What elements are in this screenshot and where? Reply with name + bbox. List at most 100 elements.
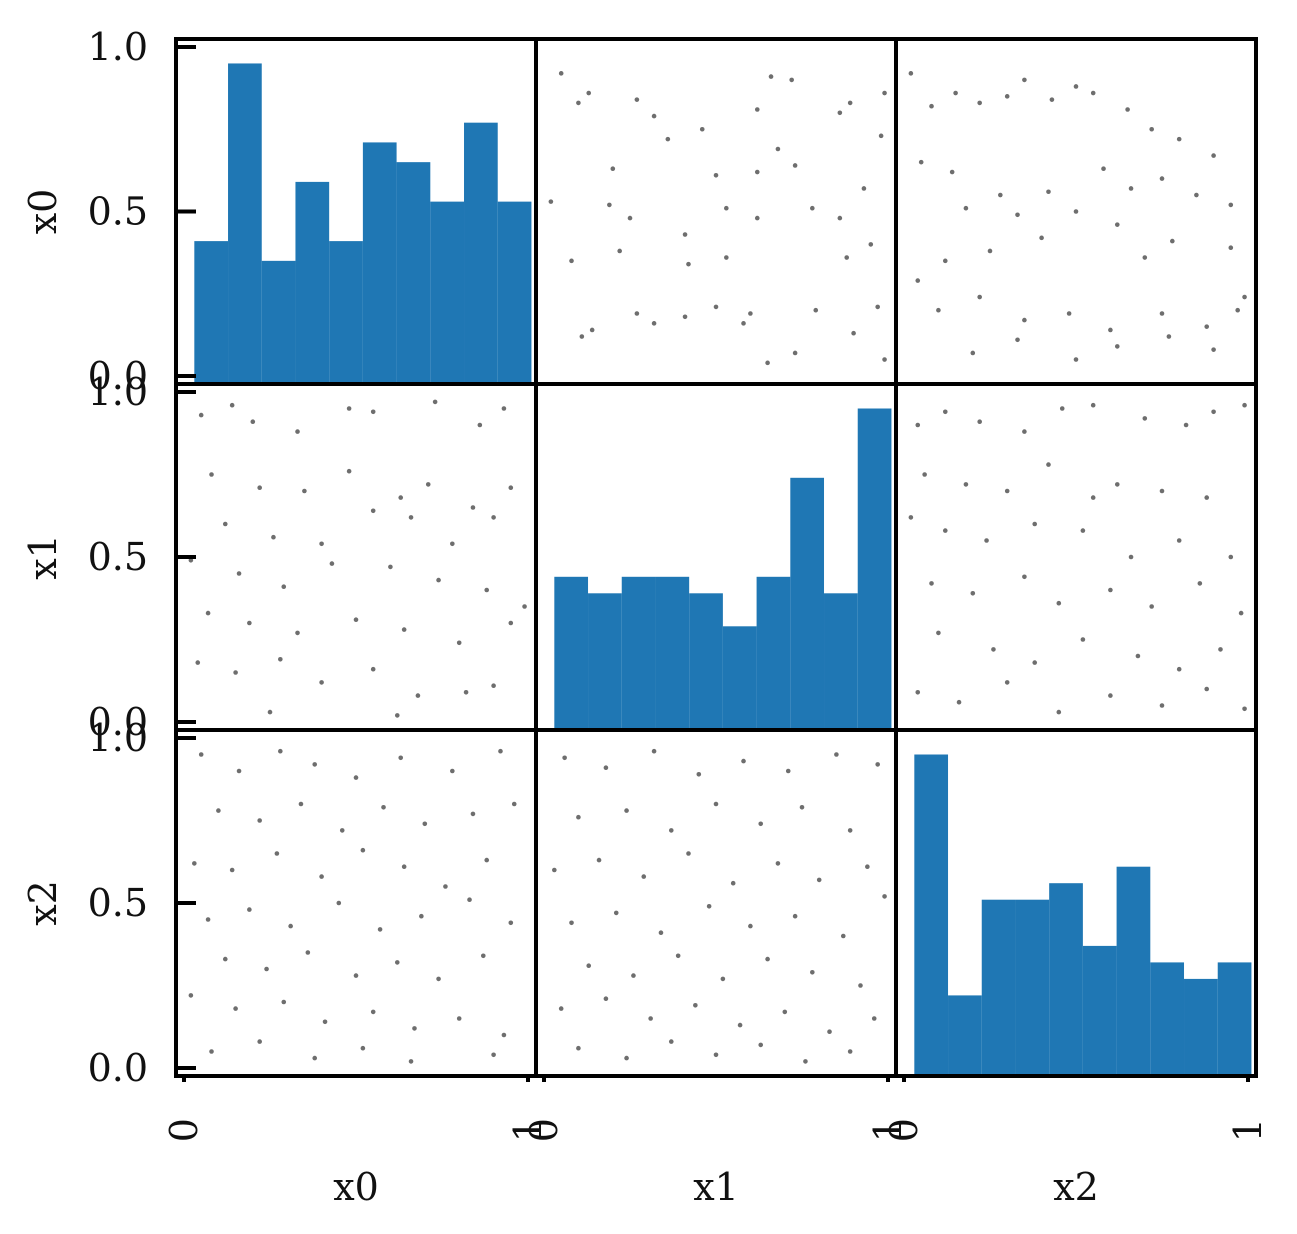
scatter-point-x0-x1-47 [882,357,887,362]
scatter-point-x2-x0-4 [353,775,359,780]
scatter-point-x0-x1-22 [627,215,633,221]
scatter-point-x2-x1-22 [865,864,870,869]
scatter-point-x2-x1-36 [810,970,815,975]
scatter-point-x2-x1-11 [713,801,719,807]
x-axis-label-x1: x1 [693,1165,739,1209]
scatter-point-x1-x2-22 [1080,528,1086,533]
hist-bar-x1-4 [689,593,723,730]
scatter-point-x2-x0-34 [305,950,311,955]
scatter-point-x1-x2-12 [1004,488,1010,494]
scatter-point-x0-x2-42 [1015,337,1020,343]
scatter-point-x1-x2-38 [1135,653,1141,659]
hist-bar-x2-1 [948,995,982,1076]
scatter-point-x0-x2-8 [1090,90,1096,96]
scatter-point-x2-x0-51 [408,1059,414,1064]
scatter-point-x2-x0-2 [278,748,283,754]
scatter-point-x2-x0-1 [236,768,242,774]
scatter-point-x1-x0-8 [501,406,507,411]
scatter-point-x1-x2-28 [1022,574,1027,580]
scatter-point-x0-x1-2 [586,90,592,96]
scatter-point-x2-x0-39 [188,993,194,998]
scatter-point-x1-x0-20 [370,508,376,514]
scatter-point-x0-x2-3 [977,100,982,106]
scatter-x0-vs-x2 [908,71,1247,362]
scatter-point-x2-x0-27 [336,900,342,906]
scatter-point-x2-x0-6 [450,768,455,774]
hist-bar-x0-6 [396,162,431,384]
y-tick-label-x0-2: 1.0 [88,25,148,69]
scatter-point-x2-x0-44 [412,1026,417,1031]
scatter-point-x0-x2-35 [1022,317,1027,323]
scatter-point-x2-x0-43 [370,1009,376,1015]
scatter-point-x2-x1-33 [675,953,681,959]
scatter-point-x1-x0-1 [229,402,235,408]
scatter-point-x0-x2-45 [1166,334,1172,339]
scatter-point-x0-x2-43 [1073,357,1079,362]
scatter-point-x2-x0-23 [484,857,490,863]
scatter-point-x0-x2-34 [977,294,982,300]
y-tick-label-x0-0: 0.0 [88,354,148,398]
scatter-point-x2-x1-41 [693,1003,698,1008]
scatter-point-x1-x2-46 [1159,703,1165,708]
hist-bar-x0-7 [430,201,465,384]
scatter-point-x2-x1-48 [668,1039,674,1044]
scatter-point-x2-x0-22 [443,884,448,889]
scatter-point-x1-x0-10 [257,485,262,491]
scatter-point-x0-x2-36 [1066,311,1072,316]
scatter-point-x1-x2-34 [936,630,941,636]
scatter-point-x0-x2-37 [1108,327,1113,333]
scatter-point-x2-x1-2 [651,748,657,754]
x-tick-label-x0-0: 0 [162,1118,206,1142]
scatter-point-x1-x0-46 [267,709,273,715]
scatter-point-x0-x1-46 [875,304,880,310]
scatter-point-x2-x1-40 [648,1016,653,1021]
scatter-point-x1-x2-42 [956,699,962,705]
scatter-point-x1-x2-11 [963,482,969,487]
scatter-point-x2-x0-48 [257,1039,262,1044]
scatter-point-x1-x0-17 [222,521,228,527]
y-tick-label-x1-1: 0.5 [88,535,148,579]
scatter-point-x0-x1-5 [699,126,705,132]
scatter-point-x1-x0-33 [295,630,300,636]
scatter-point-x2-x1-47 [624,1055,629,1061]
scatter-point-x0-x2-39 [1204,324,1210,329]
scatter-point-x2-x1-10 [668,828,674,833]
scatter-point-x0-x2-11 [1176,136,1182,142]
scatter-point-x1-x2-33 [1238,610,1244,616]
scatter-point-x2-x0-21 [401,864,407,869]
scatter-point-x2-x1-26 [706,904,712,909]
scatter-point-x2-x1-43 [782,1009,788,1015]
scatter-point-x1-x2-29 [1056,600,1062,606]
axis-ticks [174,45,1250,1082]
scatter-point-x2-x1-6 [834,752,839,757]
scatter-point-x2-x0-35 [353,973,359,978]
scatter-point-x0-x1-24 [724,205,729,211]
scatter-point-x2-x1-46 [576,1045,581,1051]
hist-bar-x2-2 [981,899,1016,1076]
scatter-point-x0-x1-19 [861,186,867,191]
scatter-point-x2-x0-24 [205,917,211,922]
scatter-point-x0-x2-10 [1149,126,1154,132]
scatter-point-x1-x2-15 [1114,482,1120,487]
scatter-point-x1-x0-18 [271,534,276,540]
chart-marks [188,63,1252,1076]
scatter-point-x1-x2-32 [1197,581,1203,586]
y-tick-label-x0-1: 0.5 [88,190,148,234]
scatter-point-x1-x2-0 [915,422,921,428]
scatter-point-x1-x0-12 [346,468,352,474]
scatter-point-x0-x1-30 [617,248,622,254]
hist-bar-x2-9 [1217,962,1252,1076]
scatter-point-x1-x2-2 [977,419,982,425]
scatter-point-x2-x0-41 [281,999,287,1005]
scatter-point-x0-x1-11 [878,133,884,139]
hist-bar-x0-2 [261,260,296,384]
hist-bar-x0-5 [362,142,397,384]
scatter-point-x1-x0-41 [319,680,324,685]
scatter-point-x0-x2-15 [998,192,1003,198]
histogram-x0 [194,63,532,385]
scatter-point-x2-x1-3 [696,772,702,777]
scatter-point-x1-x2-20 [984,538,989,543]
scatter-point-x2-x0-15 [511,801,517,807]
scatter-point-x0-x2-41 [970,350,976,356]
x-tick-label-x1-0: 0 [522,1118,566,1142]
